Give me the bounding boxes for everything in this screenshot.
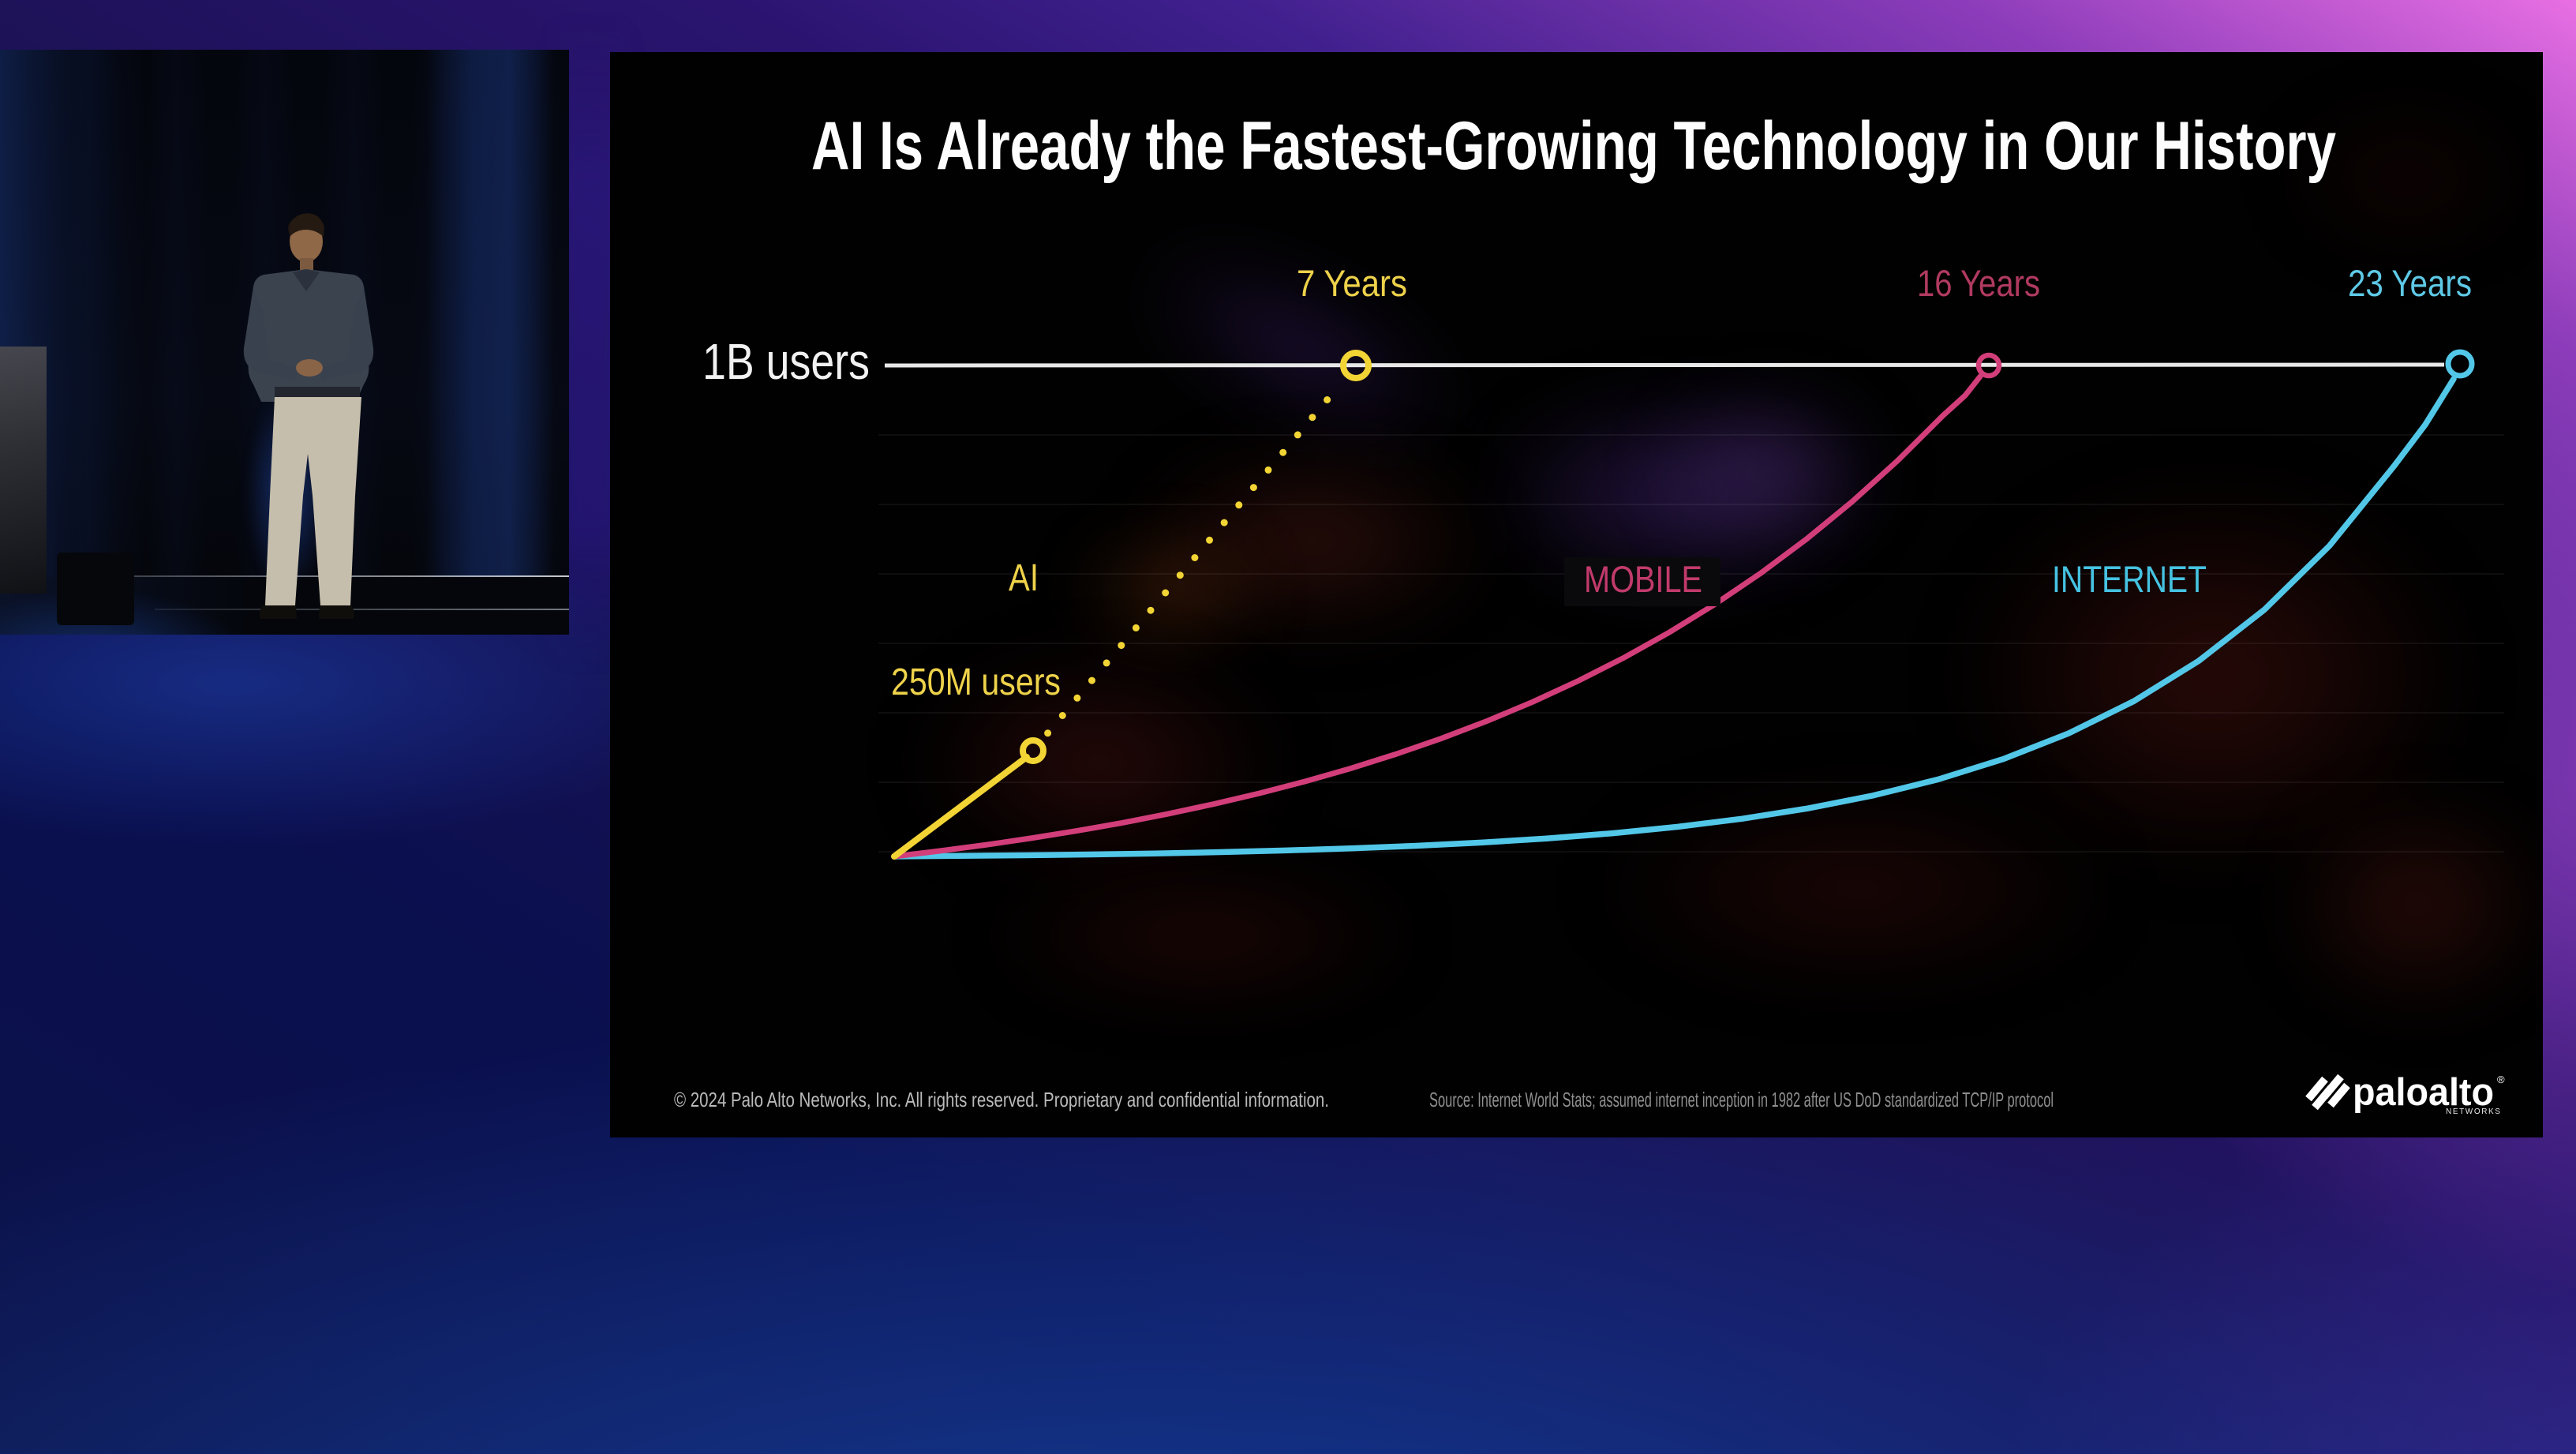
svg-text:AI: AI xyxy=(1009,557,1039,599)
svg-text:INTERNET: INTERNET xyxy=(2052,558,2207,600)
svg-text:MOBILE: MOBILE xyxy=(1584,558,1702,600)
svg-text:250M users: 250M users xyxy=(891,661,1061,703)
svg-text:Source: Internet World Stats;: Source: Internet World Stats; assumed in… xyxy=(1429,1088,2054,1111)
svg-text:© 2024 Palo Alto Networks, Inc: © 2024 Palo Alto Networks, Inc. All righ… xyxy=(674,1088,1329,1111)
svg-text:1B users: 1B users xyxy=(702,333,870,390)
svg-text:7 Years: 7 Years xyxy=(1297,262,1407,304)
svg-text:NETWORKS: NETWORKS xyxy=(2446,1107,2502,1116)
svg-text:paloalto: paloalto xyxy=(2353,1071,2494,1114)
svg-text:®: ® xyxy=(2497,1074,2505,1085)
svg-text:23 Years: 23 Years xyxy=(2348,262,2472,304)
svg-text:16 Years: 16 Years xyxy=(1917,262,2040,304)
svg-text:AI Is Already the Fastest-Grow: AI Is Already the Fastest-Growing Techno… xyxy=(811,108,2336,184)
